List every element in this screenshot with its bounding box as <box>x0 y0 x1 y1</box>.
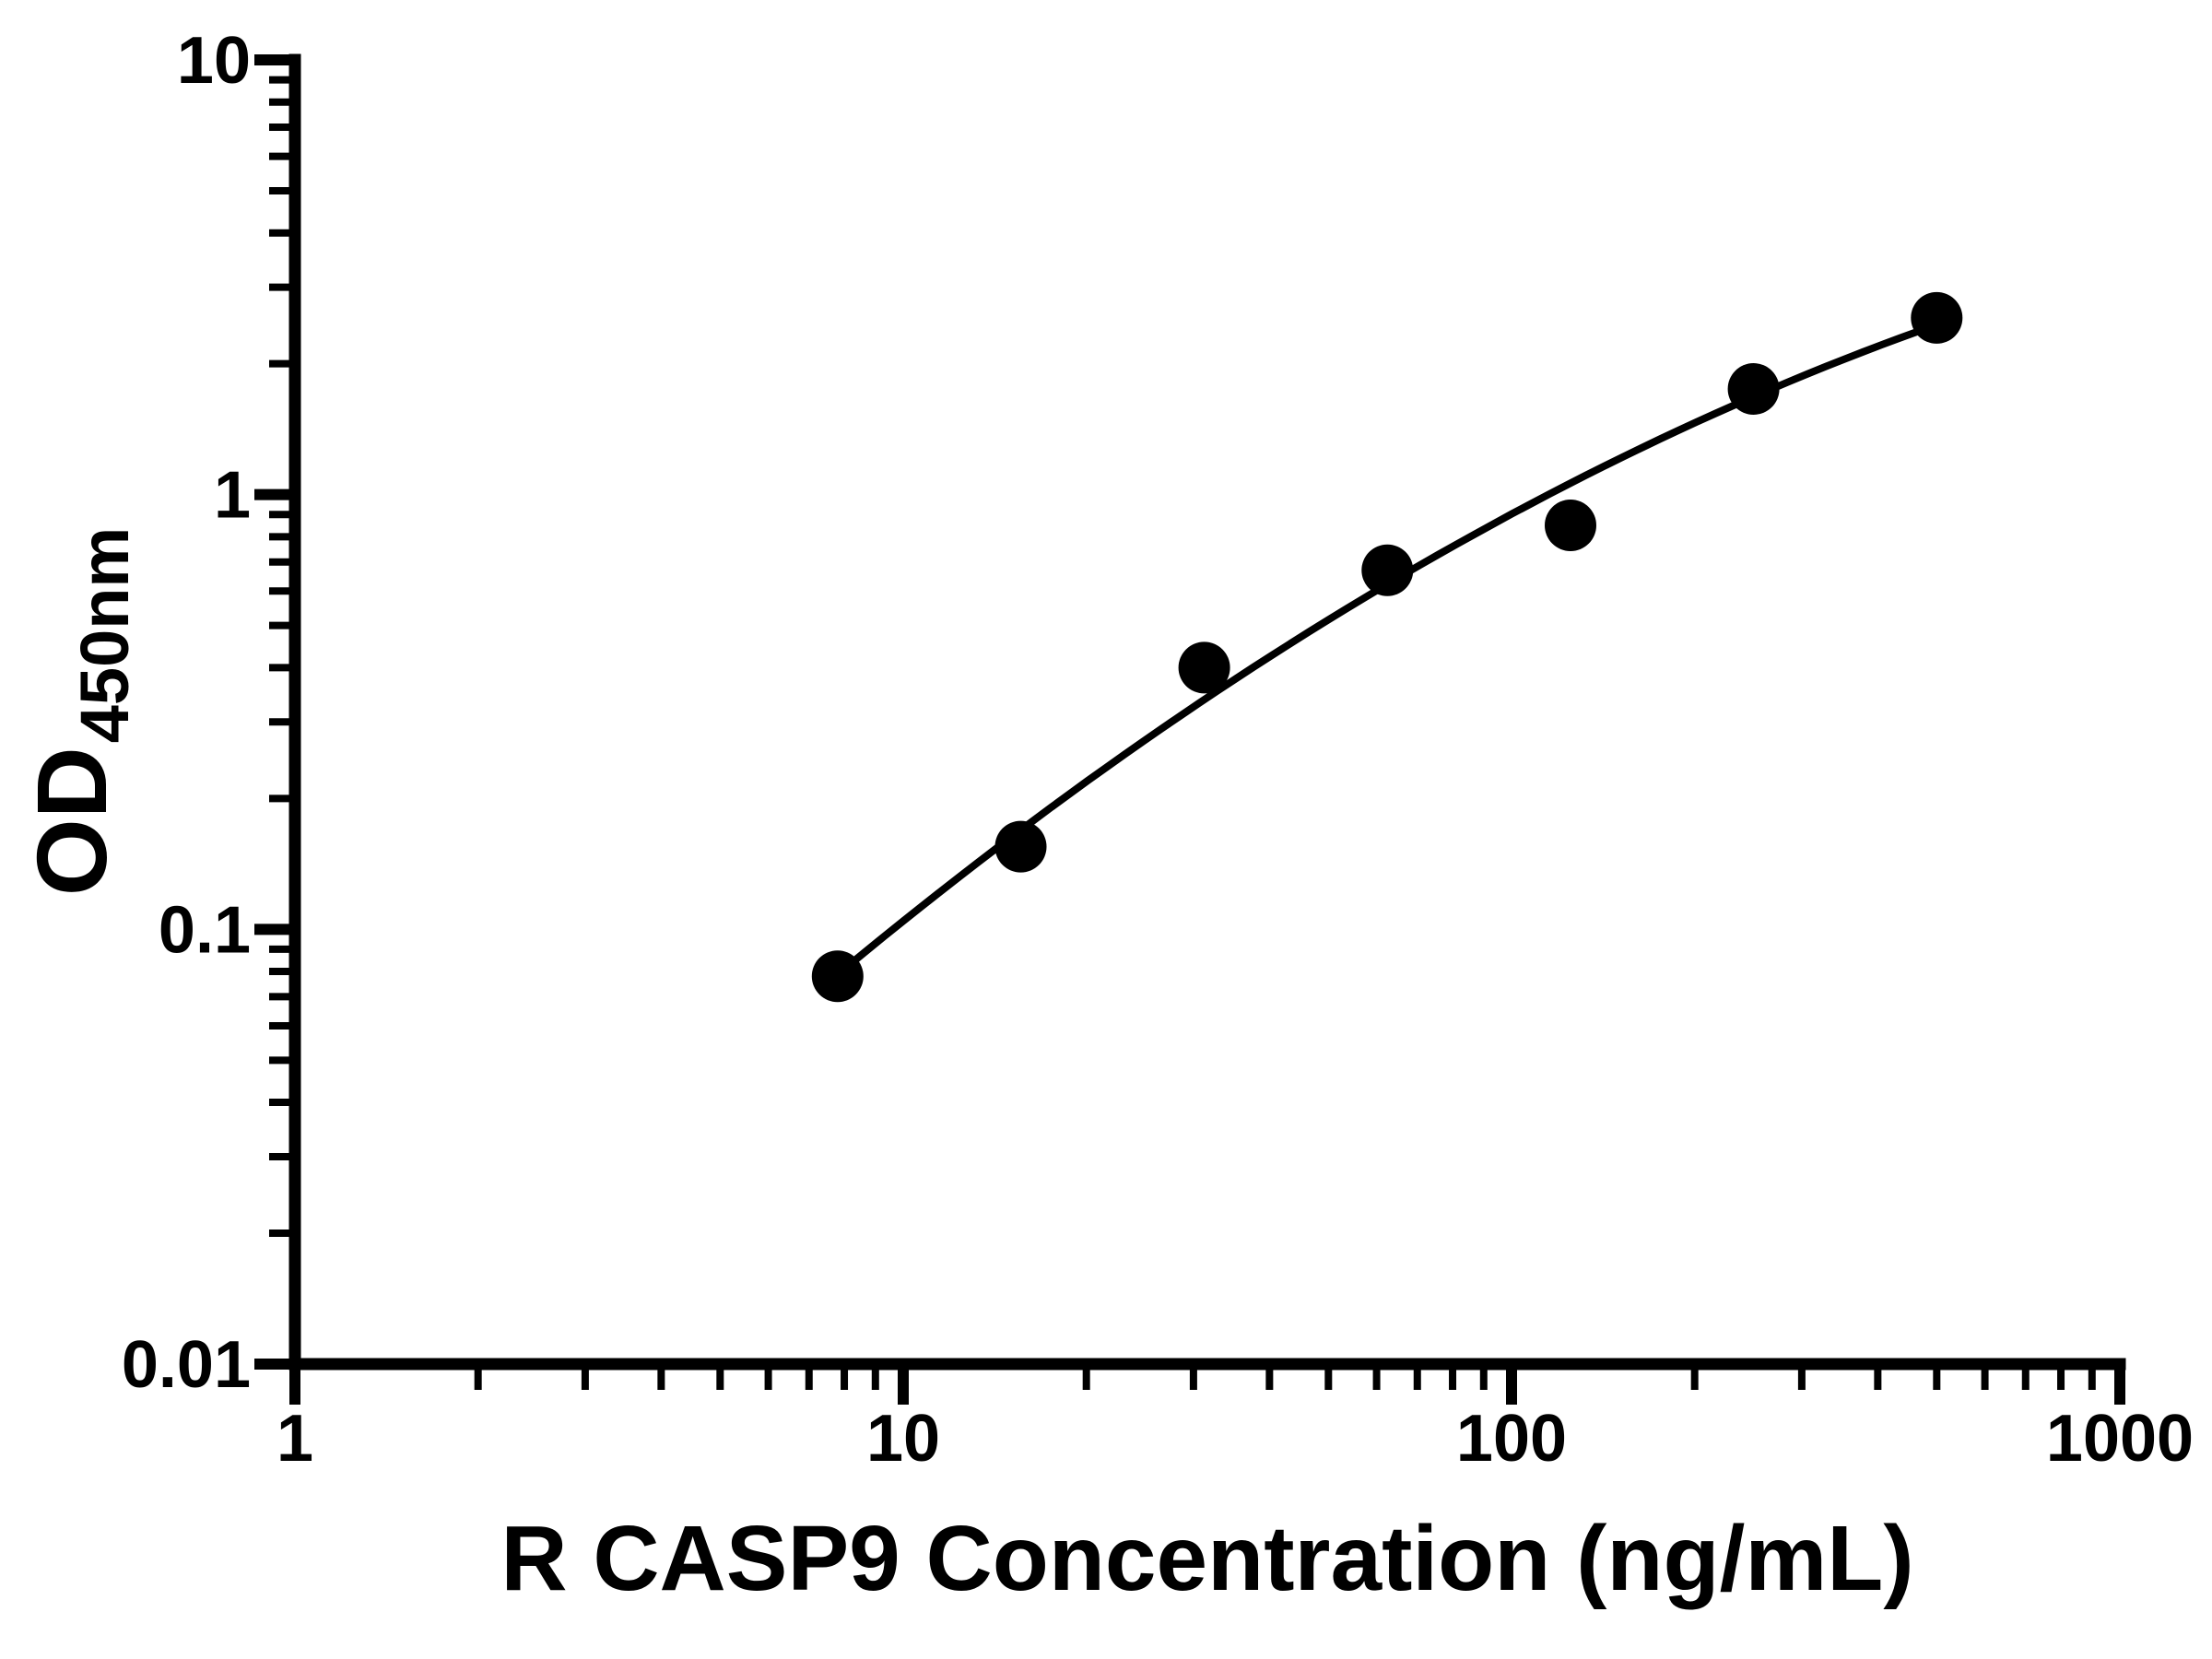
data-point <box>1545 500 1596 551</box>
y-tick-label: 0.1 <box>159 893 251 967</box>
x-tick-label: 100 <box>1456 1402 1567 1476</box>
y-axis-label-main: OD <box>16 747 127 896</box>
x-tick-label: 1000 <box>2046 1402 2194 1476</box>
data-points <box>811 291 1963 1003</box>
x-tick-label: 1 <box>276 1402 313 1476</box>
axes-spines <box>288 53 2126 1371</box>
y-tick-label: 0.01 <box>122 1328 251 1402</box>
x-tick-label: 10 <box>866 1402 940 1476</box>
x-axis-label: R CASP9 Concentration (ng/mL) <box>500 1507 1913 1610</box>
data-point <box>1178 641 1230 694</box>
fit-curve <box>826 321 1941 985</box>
axis-ticks <box>254 54 2125 1405</box>
data-point <box>811 950 864 1003</box>
data-point <box>1361 544 1414 596</box>
data-point <box>1727 363 1780 415</box>
data-point <box>1911 291 1963 344</box>
y-axis-label-subscript: 450nm <box>66 527 143 743</box>
y-axis-label: OD450nm <box>16 527 143 896</box>
data-point <box>994 820 1047 873</box>
y-tick-label: 10 <box>177 24 251 98</box>
tick-labels: 1 10 100 1000 0.01 0.1 1 10 <box>122 24 2194 1476</box>
y-tick-label: 1 <box>214 459 251 533</box>
